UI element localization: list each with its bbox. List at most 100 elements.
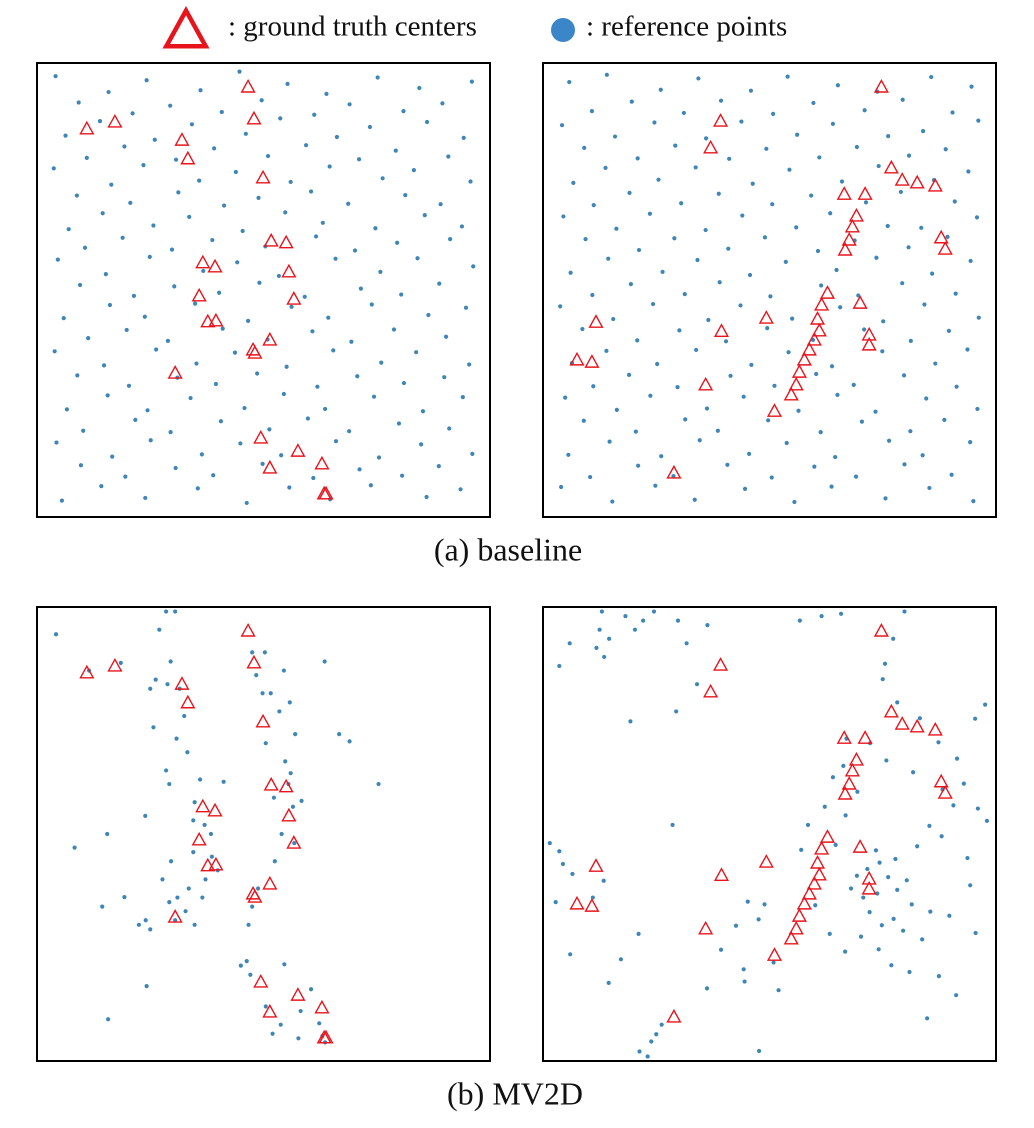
reference-point: [188, 395, 193, 401]
reference-point: [915, 844, 920, 849]
ground-truth-center: [191, 831, 207, 846]
reference-point: [570, 871, 575, 877]
ground-truth-center: [841, 232, 857, 246]
reference-point: [105, 393, 110, 398]
reference-point: [245, 318, 251, 323]
reference-point: [733, 923, 739, 928]
reference-point: [367, 124, 373, 130]
ground-truth-center: [857, 730, 873, 744]
reference-point: [443, 334, 449, 339]
ground-truth-center: [844, 762, 860, 777]
reference-point: [142, 314, 147, 319]
reference-point: [684, 641, 689, 646]
ground-truth-center: [861, 336, 877, 351]
reference-point: [902, 609, 907, 614]
reference-point: [194, 361, 199, 366]
reference-point: [320, 220, 325, 225]
reference-point: [865, 866, 870, 872]
reference-point: [811, 100, 816, 106]
reference-point: [966, 169, 971, 174]
reference-point: [607, 439, 612, 444]
reference-point: [656, 177, 661, 182]
reference-point: [168, 103, 173, 108]
reference-point: [547, 840, 552, 846]
reference-point: [442, 375, 447, 380]
reference-point: [861, 895, 866, 900]
reference-point: [235, 260, 240, 265]
reference-point: [244, 959, 249, 964]
reference-point: [66, 227, 71, 232]
reference-point: [174, 736, 179, 741]
reference-point: [747, 272, 753, 278]
reference-point: [63, 133, 68, 138]
reference-point: [884, 758, 889, 763]
ground-truth-center: [809, 311, 826, 325]
reference-point: [917, 716, 922, 721]
panel-frame: [36, 62, 491, 518]
reference-point: [975, 406, 980, 412]
reference-point: [259, 98, 264, 103]
reference-point: [311, 475, 316, 481]
reference-point: [694, 347, 699, 353]
reference-point: [901, 373, 907, 378]
reference-point: [756, 1048, 762, 1054]
reference-point: [863, 200, 869, 205]
reference-point: [419, 442, 424, 447]
reference-point: [164, 609, 169, 614]
reference-point: [400, 473, 405, 478]
reference-point: [879, 923, 884, 928]
reference-point: [130, 111, 135, 116]
reference-point: [604, 348, 609, 353]
ground-truth-center: [79, 664, 95, 679]
ground-truth-center: [937, 241, 953, 255]
reference-point: [881, 319, 886, 324]
ground-truth-center: [262, 459, 278, 474]
reference-point: [403, 193, 408, 198]
reference-point: [391, 327, 397, 332]
legend-marker: [162, 5, 210, 49]
reference-point: [965, 855, 970, 861]
reference-point: [874, 255, 879, 260]
reference-point: [458, 487, 463, 492]
ground-truth-center: [278, 778, 294, 793]
reference-point: [84, 155, 89, 160]
reference-point: [278, 1022, 283, 1027]
ground-truth-center: [848, 207, 865, 222]
reference-point: [424, 494, 429, 500]
reference-point: [673, 143, 678, 148]
reference-point: [704, 986, 710, 991]
reference-point: [945, 234, 950, 239]
ground-truth-center: [713, 323, 730, 337]
reference-point: [75, 373, 80, 378]
reference-point: [925, 1016, 930, 1021]
panel-frame: [542, 606, 997, 1062]
reference-point: [446, 154, 451, 159]
reference-point: [284, 364, 289, 369]
reference-point: [255, 886, 261, 891]
reference-point: [590, 292, 595, 298]
reference-point: [303, 143, 309, 148]
reference-point: [279, 831, 284, 837]
reference-point: [762, 235, 768, 240]
reference-point: [233, 169, 238, 175]
reference-point: [590, 895, 595, 900]
reference-point: [880, 349, 885, 354]
reference-point: [647, 211, 653, 216]
reference-point: [814, 371, 819, 377]
reference-point: [283, 759, 288, 764]
ground-truth-center: [240, 79, 256, 93]
reference-point: [200, 895, 205, 900]
reference-point: [629, 99, 634, 104]
reference-point: [459, 224, 465, 229]
reference-point: [650, 301, 656, 307]
reference-point: [395, 240, 400, 245]
reference-point: [78, 463, 84, 468]
reference-point: [862, 108, 867, 113]
ground-truth-center: [666, 464, 682, 479]
reference-point: [612, 134, 618, 139]
ground-truth-center: [766, 403, 783, 417]
reference-point: [679, 201, 684, 206]
reference-point: [623, 613, 628, 619]
ground-truth-center: [814, 840, 830, 855]
